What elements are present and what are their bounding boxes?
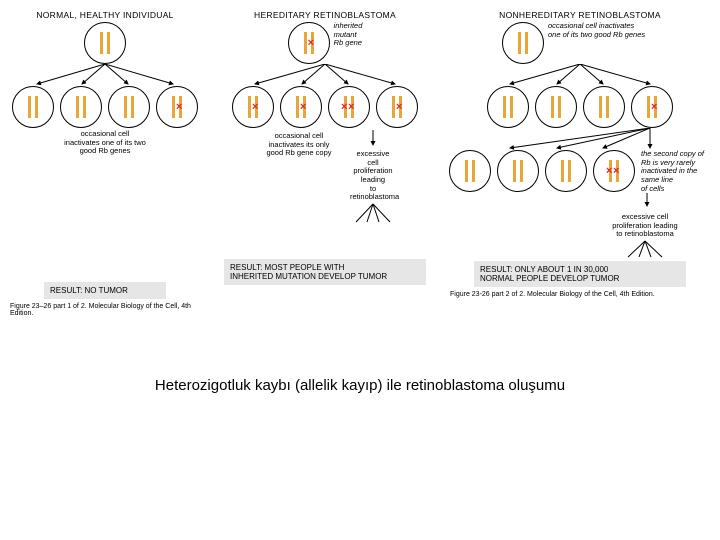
result-hereditary: RESULT: MOST PEOPLE WITH INHERITED MUTAT… (224, 259, 426, 285)
label-second-copy: the second copy of Rb is very rarely ina… (641, 150, 711, 193)
cell-normal-parent (84, 22, 126, 64)
cell-hereditary-parent: × (288, 22, 330, 64)
label-prolif-hereditary: excessive cell proliferation leading to … (350, 150, 396, 202)
cell (497, 150, 539, 192)
cell: × (232, 86, 274, 128)
top-row-nonhereditary: occasional cell inactivates one of its t… (502, 22, 658, 64)
panel-normal-title: NORMAL, HEALTHY INDIVIDUAL (36, 10, 173, 20)
fan-arrows-small (622, 239, 668, 259)
panel-normal: NORMAL, HEALTHY INDIVIDUAL × occasional … (10, 10, 200, 317)
diagram-panels: NORMAL, HEALTHY INDIVIDUAL × occasional … (10, 10, 710, 317)
fan-arrows (10, 64, 200, 86)
top-row-hereditary: × inherited mutant Rb gene (288, 22, 363, 64)
result-normal: RESULT: NO TUMOR (44, 282, 166, 299)
cell-two-hit: ×× (328, 86, 370, 128)
fan-arrows (450, 128, 710, 150)
cell-two-hit: ×× (593, 150, 635, 192)
x-icon: × (613, 166, 619, 177)
cell (60, 86, 102, 128)
label-occasional-hereditary: occasional cell inactivates its only goo… (254, 132, 344, 158)
figure-caption-1: Figure 23–26 part 1 of 2. Molecular Biol… (10, 303, 200, 317)
label-occasional-top: occasional cell inactivates one of its t… (548, 22, 658, 39)
label-inherited-mutant: inherited mutant Rb gene (334, 22, 363, 48)
cell-nonhereditary-parent (502, 22, 544, 64)
down-arrow-icon (350, 130, 396, 148)
cell (545, 150, 587, 192)
label-occasional-normal: occasional cell inactivates one of its t… (64, 130, 146, 156)
cell: × (376, 86, 418, 128)
x-icon: × (176, 102, 182, 113)
cell (535, 86, 577, 128)
panel-nonhereditary-title: NONHEREDITARY RETINOBLASTOMA (499, 10, 661, 20)
x-icon: × (651, 102, 657, 113)
cell: × (280, 86, 322, 128)
down-arrow-icon (624, 193, 670, 211)
cell-row-hereditary: × × ×× × (232, 86, 418, 128)
figure-caption-2: Figure 23-26 part 2 of 2. Molecular Biol… (450, 291, 655, 298)
cell (449, 150, 491, 192)
allele-normal (107, 32, 110, 54)
x-icon: × (606, 166, 612, 177)
panel-nonhereditary: NONHEREDITARY RETINOBLASTOMA occasional … (450, 10, 710, 317)
cell (583, 86, 625, 128)
cell (108, 86, 150, 128)
cell-row-normal: × (12, 86, 198, 128)
cell (12, 86, 54, 128)
cell-row2-nonhereditary: × (487, 86, 673, 128)
fan-arrows (215, 64, 435, 86)
cell-row3-nonhereditary: ×× (449, 150, 635, 192)
x-icon: × (341, 102, 347, 113)
cell-one-hit: × (631, 86, 673, 128)
x-icon: × (252, 102, 258, 113)
cell (487, 86, 529, 128)
x-icon: × (348, 102, 354, 113)
fan-arrows-small (350, 202, 396, 224)
x-icon: × (396, 102, 402, 113)
bottom-caption: Heterozigotluk kaybı (allelik kayıp) ile… (10, 377, 710, 394)
x-icon: × (308, 38, 314, 49)
panel-hereditary-title: HEREDITARY RETINOBLASTOMA (254, 10, 396, 20)
fan-arrows (450, 64, 710, 86)
cell-one-hit: × (156, 86, 198, 128)
panel-hereditary: HEREDITARY RETINOBLASTOMA × inherited mu… (215, 10, 435, 317)
label-prolif-nonhereditary: excessive cell proliferation leading to … (590, 213, 700, 239)
allele-normal (100, 32, 103, 54)
x-icon: × (300, 102, 306, 113)
result-nonhereditary: RESULT: ONLY ABOUT 1 IN 30,000 NORMAL PE… (474, 261, 686, 287)
